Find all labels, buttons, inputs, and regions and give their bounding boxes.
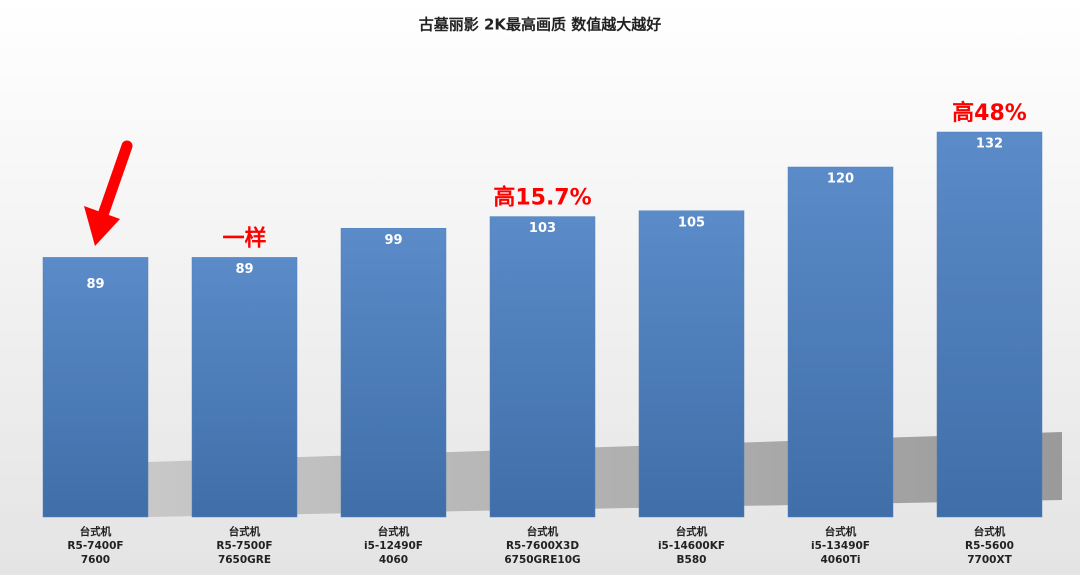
value-label: 132 bbox=[976, 137, 1003, 152]
value-label: 105 bbox=[678, 215, 705, 230]
value-label: 89 bbox=[235, 262, 253, 277]
value-label: 120 bbox=[827, 172, 854, 187]
x-tick-label: R5-5600 bbox=[965, 540, 1014, 552]
x-tick-label: R5-7400F bbox=[67, 540, 123, 552]
x-tick-label: 7650GRE bbox=[218, 554, 271, 566]
x-tick-label: 台式机 bbox=[974, 525, 1006, 538]
x-tick-label: 台式机 bbox=[80, 525, 112, 538]
x-tick-label: 6750GRE10G bbox=[504, 554, 580, 566]
value-label: 99 bbox=[384, 233, 402, 248]
x-tick-label: 台式机 bbox=[229, 525, 261, 538]
x-tick-label: 7600 bbox=[81, 554, 110, 566]
bar bbox=[340, 228, 447, 518]
x-tick-label: 台式机 bbox=[527, 525, 559, 538]
x-tick-label: 台式机 bbox=[378, 525, 410, 538]
arrow bbox=[84, 140, 133, 246]
x-tick-label: B580 bbox=[677, 554, 707, 566]
bar bbox=[191, 257, 298, 518]
x-tick-label: 台式机 bbox=[676, 525, 708, 538]
annotation: 一样 bbox=[222, 225, 266, 251]
chart-title: 古墓丽影 2K最高画质 数值越大越好 bbox=[419, 16, 662, 34]
bar bbox=[936, 131, 1043, 518]
arrow-shaft bbox=[98, 140, 133, 218]
x-tick-label: 7700XT bbox=[967, 554, 1012, 566]
bar bbox=[787, 166, 894, 518]
x-tick-label: i5-12490F bbox=[364, 540, 423, 552]
bar bbox=[489, 216, 596, 518]
annotation: 高15.7% bbox=[493, 185, 591, 211]
x-tick-label: i5-13490F bbox=[811, 540, 870, 552]
x-tick-label: i5-14600KF bbox=[658, 540, 725, 552]
value-label: 103 bbox=[529, 221, 556, 236]
x-tick-label: R5-7500F bbox=[216, 540, 272, 552]
x-tick-label: 4060Ti bbox=[821, 554, 861, 566]
annotation: 高48% bbox=[952, 100, 1027, 126]
x-tick-label: R5-7600X3D bbox=[506, 540, 579, 552]
arrow-head bbox=[84, 206, 120, 246]
value-label: 89 bbox=[86, 277, 104, 292]
x-tick-label: 台式机 bbox=[825, 525, 857, 538]
bar bbox=[638, 210, 745, 518]
bar bbox=[42, 257, 149, 518]
x-tick-label: 4060 bbox=[379, 554, 408, 566]
